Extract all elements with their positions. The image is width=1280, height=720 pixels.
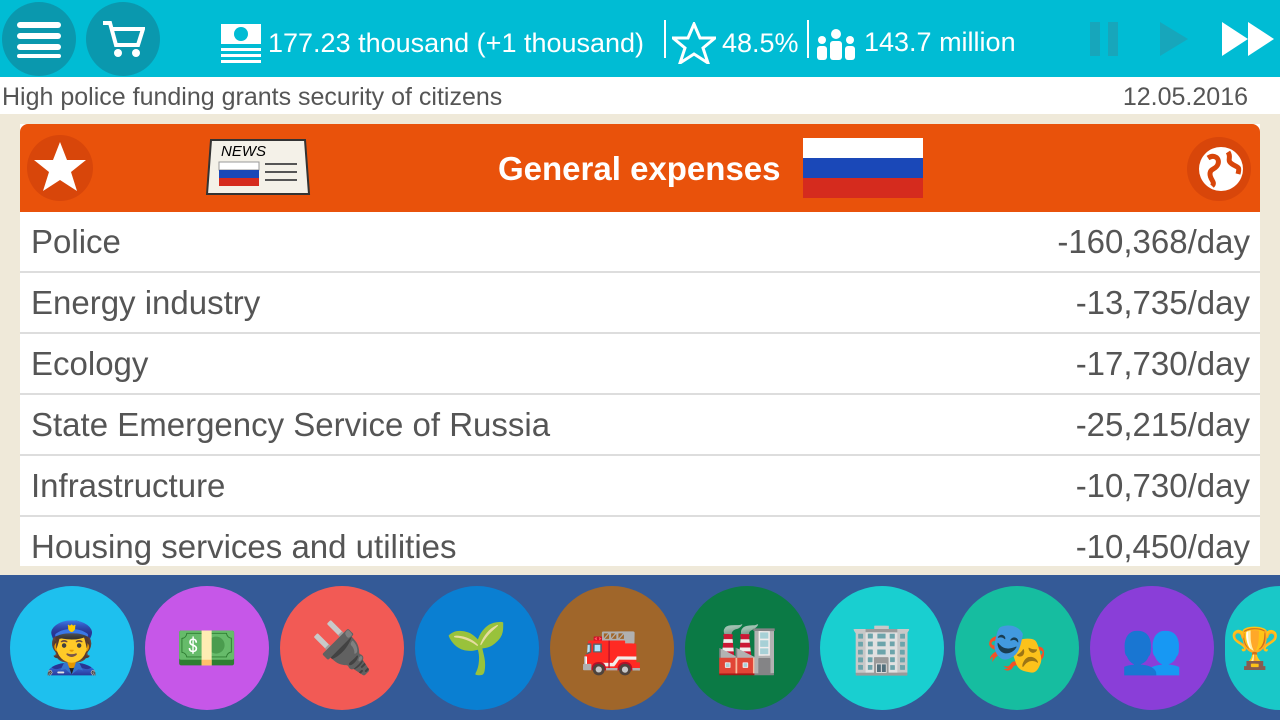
finance-icon: 💵 bbox=[175, 619, 239, 676]
news-badge-text: NEWS bbox=[221, 143, 266, 160]
game-date: 12.05.2016 bbox=[1122, 83, 1248, 111]
pause-icon[interactable] bbox=[1090, 20, 1120, 58]
population-value: 143.7 million bbox=[864, 26, 1016, 57]
shop-button[interactable] bbox=[86, 2, 160, 76]
category-culture-button[interactable]: 🎭 bbox=[955, 586, 1079, 710]
ecology-icon: 🌱 bbox=[445, 619, 509, 676]
star-icon[interactable] bbox=[26, 134, 94, 202]
news-ticker: High police funding grants security of c… bbox=[0, 77, 1280, 114]
news-text: High police funding grants security of c… bbox=[2, 83, 503, 111]
police-icon: 👮 bbox=[40, 619, 104, 676]
expense-row[interactable]: Housing services and utilities -10,450/da… bbox=[20, 517, 1260, 566]
divider bbox=[807, 20, 809, 58]
expense-label: Infrastructure bbox=[31, 466, 226, 504]
money-value: 177.23 thousand (+1 thousand) bbox=[268, 27, 645, 58]
cart-icon bbox=[103, 21, 145, 57]
globe-icon[interactable] bbox=[1186, 136, 1252, 202]
industry-icon: 🏭 bbox=[715, 619, 779, 676]
sports-icon: 🏆 bbox=[1230, 626, 1280, 671]
expense-label: Police bbox=[31, 222, 121, 260]
expense-label: State Emergency Service of Russia bbox=[31, 405, 551, 443]
population-stat: 143.7 million bbox=[814, 22, 1016, 62]
panel-title: General expenses bbox=[498, 150, 781, 187]
divider bbox=[664, 20, 666, 58]
culture-icon: 🎭 bbox=[985, 619, 1049, 676]
expenses-panel: NEWS General expenses Police -160,368/day… bbox=[20, 124, 1260, 566]
society-icon: 👥 bbox=[1120, 619, 1184, 676]
category-housing-button[interactable]: 🏢 bbox=[820, 586, 944, 710]
category-industry-button[interactable]: 🏭 bbox=[685, 586, 809, 710]
housing-icon: 🏢 bbox=[850, 619, 914, 676]
energy-icon: 🔌 bbox=[310, 619, 374, 676]
people-icon bbox=[817, 29, 855, 60]
category-ecology-button[interactable]: 🌱 bbox=[415, 586, 539, 710]
expense-value: -17,730/day bbox=[1075, 344, 1250, 382]
menu-icon bbox=[17, 22, 61, 58]
expense-value: -25,215/day bbox=[1075, 405, 1250, 443]
russia-flag-icon bbox=[803, 138, 923, 198]
category-finance-button[interactable]: 💵 bbox=[145, 586, 269, 710]
expense-label: Housing services and utilities bbox=[31, 527, 457, 565]
expense-value: -160,368/day bbox=[1057, 222, 1250, 260]
panel-header: NEWS General expenses bbox=[20, 124, 1260, 212]
category-energy-button[interactable]: 🔌 bbox=[280, 586, 404, 710]
emergency-icon: 🚒 bbox=[580, 619, 644, 676]
expenses-list: Police -160,368/day Energy industry -13,735… bbox=[20, 212, 1260, 566]
money-icon bbox=[221, 24, 261, 63]
category-bar: 👮 💵 🔌 🌱 🚒 🏭 🏢 🎭 👥 🏆 bbox=[0, 575, 1280, 720]
expense-row[interactable]: Police -160,368/day bbox=[20, 212, 1260, 273]
expense-row[interactable]: Ecology -17,730/day bbox=[20, 334, 1260, 395]
money-stat: 177.23 thousand (+1 thousand) bbox=[220, 22, 644, 64]
expense-value: -10,450/day bbox=[1075, 527, 1250, 565]
menu-button[interactable] bbox=[2, 2, 76, 76]
top-bar: 177.23 thousand (+1 thousand) 48.5% 143.… bbox=[0, 0, 1280, 77]
category-police-button[interactable]: 👮 bbox=[10, 586, 134, 710]
expense-value: -13,735/day bbox=[1075, 283, 1250, 321]
expense-label: Energy industry bbox=[31, 283, 261, 321]
expense-row[interactable]: State Emergency Service of Russia -25,215… bbox=[20, 395, 1260, 456]
rating-stat: 48.5% bbox=[672, 22, 799, 64]
expense-row[interactable]: Infrastructure -10,730/day bbox=[20, 456, 1260, 517]
category-emergency-button[interactable]: 🚒 bbox=[550, 586, 674, 710]
fast-forward-icon[interactable] bbox=[1222, 20, 1276, 58]
play-icon[interactable] bbox=[1160, 20, 1190, 58]
expense-row[interactable]: Energy industry -13,735/day bbox=[20, 273, 1260, 334]
category-society-button[interactable]: 👥 bbox=[1090, 586, 1214, 710]
expense-label: Ecology bbox=[31, 344, 149, 382]
newspaper-icon[interactable]: NEWS bbox=[205, 136, 311, 198]
expense-value: -10,730/day bbox=[1075, 466, 1250, 504]
category-sports-button[interactable]: 🏆 bbox=[1225, 586, 1280, 710]
rating-value: 48.5% bbox=[722, 27, 799, 58]
star-icon bbox=[672, 22, 716, 64]
